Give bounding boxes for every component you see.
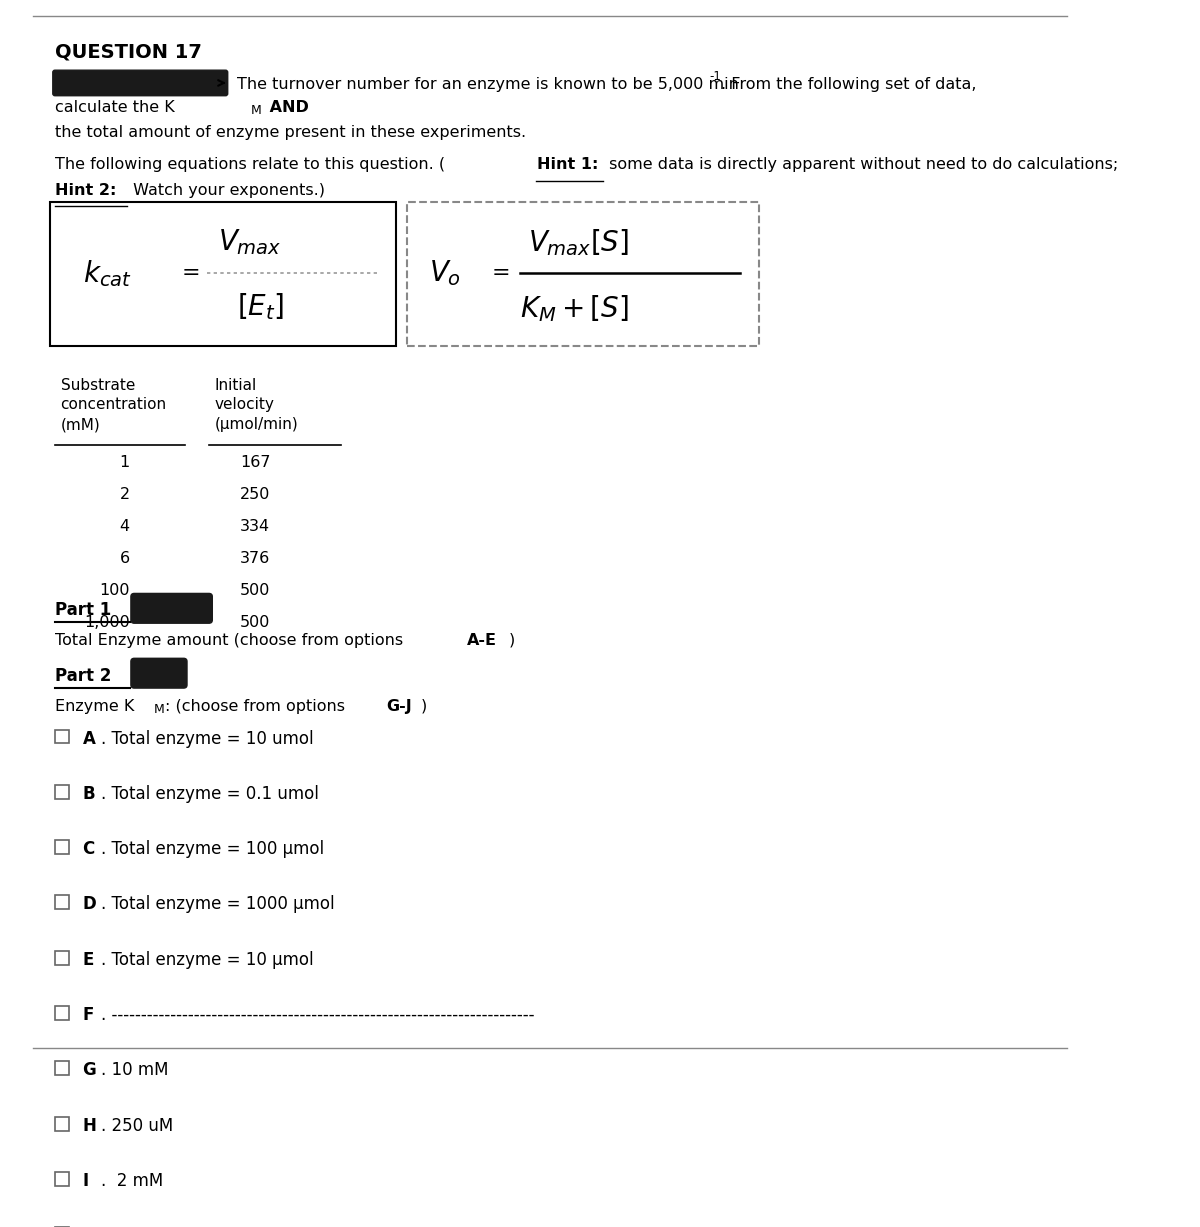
- FancyBboxPatch shape: [131, 594, 212, 623]
- Text: 100: 100: [100, 583, 130, 598]
- Text: 250: 250: [240, 487, 270, 502]
- Text: 500: 500: [240, 615, 270, 629]
- Text: H: H: [83, 1117, 96, 1135]
- Text: The following equations relate to this question. (: The following equations relate to this q…: [55, 157, 445, 173]
- Text: ): ): [509, 633, 515, 648]
- Bar: [55, 951, 70, 964]
- Text: $K_M + [S]$: $K_M + [S]$: [521, 293, 629, 324]
- Text: Initial
velocity
(μmol/min): Initial velocity (μmol/min): [215, 378, 299, 432]
- Text: . 10 mM: . 10 mM: [101, 1061, 169, 1080]
- Text: Hint 2:: Hint 2:: [55, 183, 116, 198]
- Text: M: M: [251, 104, 262, 118]
- Text: F: F: [83, 1006, 94, 1025]
- FancyBboxPatch shape: [407, 202, 760, 346]
- Text: ): ): [420, 698, 426, 714]
- Text: . From the following set of data,: . From the following set of data,: [720, 76, 976, 92]
- Text: . Total enzyme = 1000 μmol: . Total enzyme = 1000 μmol: [101, 896, 335, 913]
- Text: Part 2: Part 2: [55, 666, 112, 685]
- Bar: [55, 1061, 70, 1075]
- Text: $k_{cat}$: $k_{cat}$: [83, 258, 132, 288]
- Text: Part 1: Part 1: [55, 601, 112, 618]
- Bar: [55, 730, 70, 744]
- Text: 1,000: 1,000: [84, 615, 130, 629]
- FancyBboxPatch shape: [49, 202, 396, 346]
- Bar: [55, 1006, 70, 1020]
- Text: G: G: [83, 1061, 96, 1080]
- Text: 167: 167: [240, 455, 270, 470]
- Text: AND: AND: [264, 99, 308, 115]
- Text: . ------------------------------------------------------------------------: . --------------------------------------…: [101, 1006, 535, 1025]
- Text: A: A: [83, 730, 95, 747]
- Bar: [55, 896, 70, 909]
- Text: . Total enzyme = 10 μmol: . Total enzyme = 10 μmol: [101, 951, 314, 969]
- Text: . 250 uM: . 250 uM: [101, 1117, 174, 1135]
- Text: Enzyme K: Enzyme K: [55, 698, 134, 714]
- Text: Substrate
concentration
(mM): Substrate concentration (mM): [60, 378, 167, 432]
- Bar: [55, 840, 70, 854]
- Text: some data is directly apparent without need to do calculations;: some data is directly apparent without n…: [604, 157, 1123, 173]
- Text: =: =: [181, 264, 200, 283]
- Text: Watch your exponents.): Watch your exponents.): [127, 183, 325, 198]
- Text: 1: 1: [120, 455, 130, 470]
- Text: M: M: [154, 703, 164, 717]
- Text: QUESTION 17: QUESTION 17: [55, 43, 202, 61]
- Text: 376: 376: [240, 551, 270, 566]
- Text: E: E: [83, 951, 94, 969]
- Text: $V_o$: $V_o$: [430, 259, 461, 288]
- Text: 4: 4: [120, 519, 130, 534]
- Text: -1: -1: [709, 70, 721, 83]
- Text: 6: 6: [120, 551, 130, 566]
- Text: : (choose from options: : (choose from options: [166, 698, 350, 714]
- FancyBboxPatch shape: [131, 659, 187, 688]
- Text: G-J: G-J: [386, 698, 412, 714]
- Text: The turnover number for an enzyme is known to be 5,000 min: The turnover number for an enzyme is kno…: [236, 76, 738, 92]
- Text: . Total enzyme = 10 umol: . Total enzyme = 10 umol: [101, 730, 314, 747]
- Text: calculate the K: calculate the K: [55, 99, 175, 115]
- Text: the total amount of enzyme present in these experiments.: the total amount of enzyme present in th…: [55, 125, 526, 141]
- Text: C: C: [83, 840, 95, 858]
- Text: .  2 mM: . 2 mM: [101, 1172, 163, 1190]
- Text: B: B: [83, 785, 95, 802]
- Bar: [55, 1117, 70, 1130]
- Text: $V_{max}[S]$: $V_{max}[S]$: [528, 227, 629, 258]
- Text: A-E: A-E: [467, 633, 497, 648]
- Text: . Total enzyme = 0.1 umol: . Total enzyme = 0.1 umol: [101, 785, 319, 802]
- FancyBboxPatch shape: [53, 70, 228, 96]
- Text: Total Enzyme amount (choose from options: Total Enzyme amount (choose from options: [55, 633, 408, 648]
- Text: . Total enzyme = 100 μmol: . Total enzyme = 100 μmol: [101, 840, 324, 858]
- Bar: [55, 785, 70, 799]
- Text: I: I: [83, 1172, 89, 1190]
- Text: D: D: [83, 896, 96, 913]
- Text: $[E_t]$: $[E_t]$: [236, 291, 283, 321]
- Text: 2: 2: [120, 487, 130, 502]
- Text: 334: 334: [240, 519, 270, 534]
- Text: $V_{max}$: $V_{max}$: [218, 227, 281, 258]
- Text: =: =: [492, 264, 510, 283]
- Text: 500: 500: [240, 583, 270, 598]
- Bar: [55, 1172, 70, 1185]
- Text: Hint 1:: Hint 1:: [536, 157, 599, 173]
